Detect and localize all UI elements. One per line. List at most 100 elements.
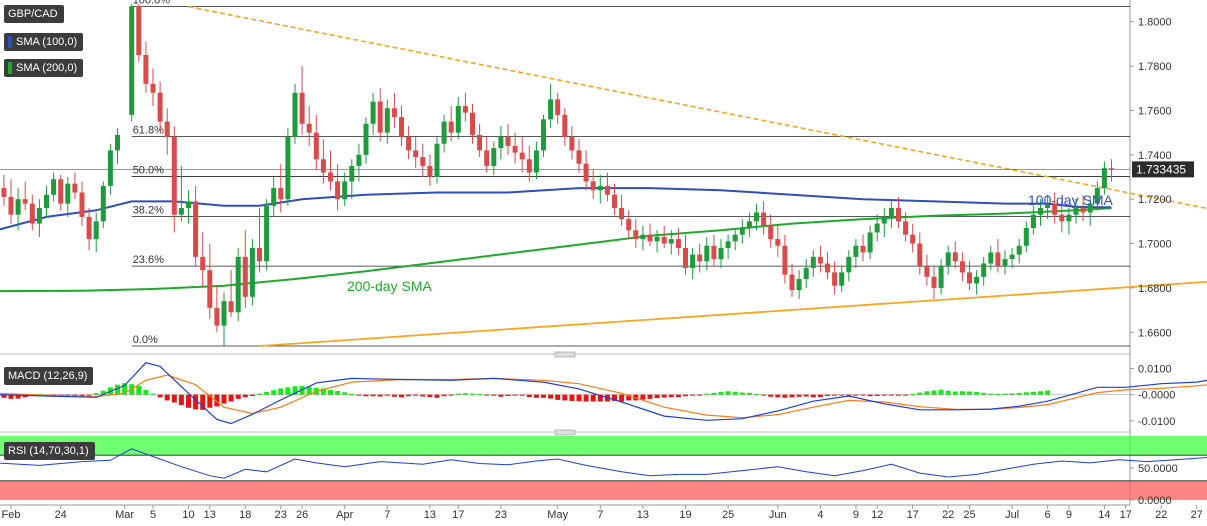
macd-histogram-bar	[285, 387, 291, 395]
candle	[391, 92, 397, 129]
candle-body	[1030, 214, 1036, 229]
candle-body	[399, 117, 404, 138]
rsi-overbought-zone	[0, 436, 1207, 456]
candle-body	[704, 245, 710, 262]
x-tick-label: Mar	[115, 509, 134, 521]
candle	[1038, 199, 1043, 226]
candle	[789, 263, 795, 297]
fib-level-label: 100.0%	[133, 0, 171, 7]
candle-body	[406, 137, 412, 151]
macd-histogram-bar	[803, 394, 809, 397]
candle	[952, 241, 958, 268]
candle-body	[484, 150, 490, 166]
candle	[207, 243, 213, 319]
candle-body	[448, 121, 454, 133]
macd-histogram-bar	[498, 394, 504, 397]
macd-histogram-bar	[860, 394, 866, 396]
candle-body	[455, 106, 461, 133]
candle-body	[938, 265, 944, 288]
candle-body	[249, 247, 255, 297]
macd-histogram-bar	[619, 394, 625, 402]
candle	[299, 66, 305, 135]
candle-body	[413, 150, 419, 158]
candle	[72, 172, 78, 200]
candle-body	[690, 254, 696, 268]
macd-histogram-bar	[292, 386, 298, 395]
sma100-badge[interactable]: SMA (100,0)	[4, 33, 84, 51]
candle	[555, 92, 561, 124]
candle-body	[434, 143, 440, 177]
macd-histogram-bar	[115, 384, 120, 395]
candle-body	[264, 205, 270, 262]
candle-body	[356, 154, 362, 166]
candle-body	[739, 228, 745, 235]
candle-body	[746, 221, 752, 229]
macd-histogram-bar	[981, 392, 987, 395]
macd-histogram-bar	[214, 394, 220, 407]
x-tick-label: 22	[1155, 509, 1167, 521]
macd-histogram-bar	[952, 391, 958, 395]
x-tick-label: 19	[679, 509, 691, 521]
fib-level-label: 38.2%	[133, 204, 164, 216]
candle-body	[370, 101, 376, 124]
candle	[399, 106, 404, 146]
candle	[718, 239, 724, 268]
macd-histogram-bar	[555, 394, 561, 400]
macd-histogram-bar	[86, 394, 92, 396]
candle-body	[768, 225, 774, 240]
macd-histogram-bar	[1, 394, 7, 398]
candle-body	[817, 256, 823, 264]
candle	[136, 4, 142, 62]
sma200-badge[interactable]: SMA (200,0)	[4, 59, 84, 77]
candle-body	[526, 159, 532, 173]
current-price-tag	[1132, 161, 1194, 178]
macd-histogram-bar	[200, 394, 206, 410]
macd-histogram-bar	[320, 388, 326, 395]
candle-body	[285, 137, 291, 200]
candle	[881, 208, 887, 237]
macd-histogram-bar	[683, 394, 688, 397]
candle	[981, 256, 987, 286]
candle	[924, 254, 930, 286]
candle-body	[164, 121, 170, 138]
macd-histogram-bar	[477, 394, 483, 396]
macd-histogram-bar	[228, 394, 234, 402]
symbol-badge[interactable]: GBP/CAD	[4, 5, 64, 23]
macd-histogram-bar	[278, 388, 284, 395]
macd-histogram-bar	[825, 394, 830, 396]
macd-badge[interactable]: MACD (12,26,9)	[4, 367, 94, 385]
candle	[1, 174, 7, 206]
candle-body	[51, 179, 57, 195]
candle	[754, 203, 759, 231]
candle-body	[576, 150, 582, 164]
candle	[164, 108, 170, 155]
candle	[867, 225, 873, 260]
sma100-line	[0, 187, 1112, 231]
macd-histogram-bar	[924, 391, 930, 395]
candle-body	[931, 276, 937, 288]
candle-body	[867, 232, 873, 253]
candle-body	[86, 216, 92, 240]
macd-histogram-bar	[654, 394, 660, 399]
macd-histogram-bar	[711, 392, 717, 395]
candle-body	[988, 252, 994, 264]
candle	[938, 259, 944, 295]
candle	[604, 172, 610, 202]
candle	[1066, 208, 1072, 235]
candle	[505, 123, 511, 155]
candle	[150, 68, 156, 107]
rsi-badge[interactable]: RSI (14,70,30,1)	[4, 442, 95, 460]
macd-histogram-bar	[342, 392, 348, 395]
candle	[1045, 194, 1051, 220]
candle	[903, 212, 909, 242]
candle	[377, 88, 383, 142]
candle-body	[917, 243, 923, 266]
macd-histogram-bar	[512, 394, 518, 396]
macd-histogram-bar	[839, 394, 845, 396]
macd-histogram-bar	[150, 393, 156, 395]
candle-body	[79, 192, 85, 217]
candle-body	[505, 137, 511, 146]
candle	[832, 261, 838, 295]
candle-body	[1002, 259, 1008, 266]
candle-body	[597, 185, 603, 191]
